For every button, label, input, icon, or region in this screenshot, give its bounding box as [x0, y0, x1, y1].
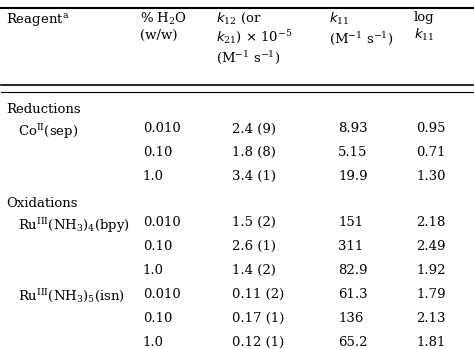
Text: 0.17 (1): 0.17 (1)	[232, 312, 285, 325]
Text: $k_{\mathregular{12}}$ (or
$k_{\mathregular{21}}$) $\times$ 10$^{\mathregular{-5: $k_{\mathregular{12}}$ (or $k_{\mathregu…	[216, 11, 292, 66]
Text: 151: 151	[338, 216, 364, 229]
Text: Oxidations: Oxidations	[6, 197, 78, 210]
Text: 1.5 (2): 1.5 (2)	[232, 216, 276, 229]
Text: 0.11 (2): 0.11 (2)	[232, 288, 284, 301]
Text: log
$k_{\mathregular{11}}$: log $k_{\mathregular{11}}$	[414, 11, 434, 43]
Text: 1.81: 1.81	[416, 336, 446, 349]
Text: 1.0: 1.0	[143, 170, 164, 183]
Text: 1.79: 1.79	[416, 288, 446, 301]
Text: 5.15: 5.15	[338, 146, 368, 159]
Text: % H$_{\mathregular{2}}$O
(w/w): % H$_{\mathregular{2}}$O (w/w)	[140, 11, 187, 42]
Text: 0.71: 0.71	[416, 146, 446, 159]
Text: Reductions: Reductions	[6, 103, 81, 116]
Text: 61.3: 61.3	[338, 288, 368, 301]
Text: 1.4 (2): 1.4 (2)	[232, 264, 276, 277]
Text: 1.0: 1.0	[143, 264, 164, 277]
Text: 136: 136	[338, 312, 364, 325]
Text: 0.010: 0.010	[143, 122, 181, 135]
Text: 19.9: 19.9	[338, 170, 368, 183]
Text: 0.10: 0.10	[143, 312, 172, 325]
Text: 1.30: 1.30	[416, 170, 446, 183]
Text: Ru$^{\mathregular{III}}$(NH$_{\mathregular{3}}$)$_{\mathregular{4}}$(bpy): Ru$^{\mathregular{III}}$(NH$_{\mathregul…	[18, 216, 130, 235]
Text: 0.12 (1): 0.12 (1)	[232, 336, 284, 349]
Text: 82.9: 82.9	[338, 264, 368, 277]
Text: 0.10: 0.10	[143, 240, 172, 253]
Text: Ru$^{\mathregular{III}}$(NH$_{\mathregular{3}}$)$_{\mathregular{5}}$(isn): Ru$^{\mathregular{III}}$(NH$_{\mathregul…	[18, 288, 125, 305]
Text: 8.93: 8.93	[338, 122, 368, 135]
Text: 311: 311	[338, 240, 364, 253]
Text: 2.49: 2.49	[416, 240, 446, 253]
Text: $k_{\mathregular{11}}$
(M$^{\mathregular{-1}}$ s$^{\mathregular{-1}}$): $k_{\mathregular{11}}$ (M$^{\mathregular…	[329, 11, 393, 47]
Text: 0.010: 0.010	[143, 216, 181, 229]
Text: 0.95: 0.95	[416, 122, 446, 135]
Text: 0.10: 0.10	[143, 146, 172, 159]
Text: 3.4 (1): 3.4 (1)	[232, 170, 276, 183]
Text: 2.6 (1): 2.6 (1)	[232, 240, 276, 253]
Text: 2.13: 2.13	[416, 312, 446, 325]
Text: 0.010: 0.010	[143, 288, 181, 301]
Text: 65.2: 65.2	[338, 336, 368, 349]
Text: 2.4 (9): 2.4 (9)	[232, 122, 276, 135]
Text: 1.8 (8): 1.8 (8)	[232, 146, 276, 159]
Text: 1.92: 1.92	[416, 264, 446, 277]
Text: 1.0: 1.0	[143, 336, 164, 349]
Text: Co$^{\mathregular{II}}$(sep): Co$^{\mathregular{II}}$(sep)	[18, 122, 78, 141]
Text: Reagent$^{\mathregular{a}}$: Reagent$^{\mathregular{a}}$	[6, 11, 70, 28]
Text: 2.18: 2.18	[416, 216, 446, 229]
